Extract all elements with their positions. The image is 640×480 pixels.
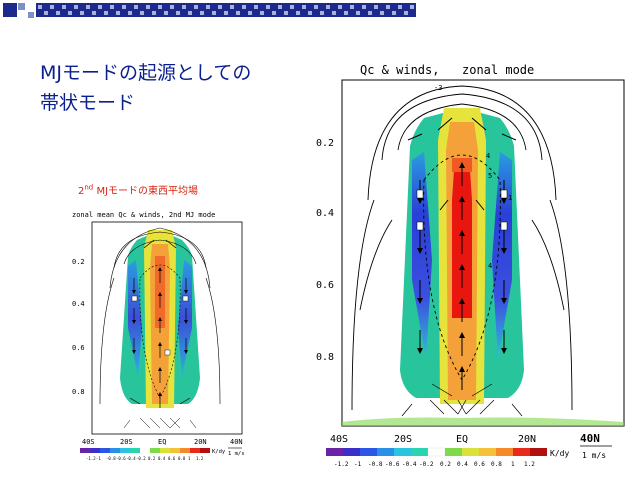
small-arrowheads bbox=[132, 267, 188, 396]
svg-text:-0.8: -0.8 bbox=[106, 456, 116, 461]
main-plot-header-left: Qc & winds, bbox=[360, 63, 439, 77]
svg-text:-0.6: -0.6 bbox=[116, 456, 126, 461]
small-y-tick: 0.8 bbox=[72, 388, 85, 396]
svg-text:0.2: 0.2 bbox=[440, 461, 451, 468]
header-checker-pattern bbox=[38, 5, 414, 15]
caption-number: 2 bbox=[78, 186, 85, 197]
small-blue-lobe-south bbox=[128, 260, 142, 376]
main-x-tick: 20S bbox=[394, 434, 412, 445]
svg-text:-1.2: -1.2 bbox=[334, 461, 349, 468]
main-x-tick: 20N bbox=[518, 434, 536, 445]
small-colorbar-labels: -1.2 -1 -0.8 -0.6 -0.4 -0.2 0.2 0.4 0.6 … bbox=[86, 456, 204, 461]
main-y-tick: 0.8 bbox=[316, 352, 334, 363]
small-y-tick: 0.4 bbox=[72, 300, 85, 308]
svg-text:-0.2: -0.2 bbox=[419, 461, 434, 468]
small-x-tick: 20N bbox=[194, 438, 207, 446]
svg-text:-0.4: -0.4 bbox=[126, 456, 136, 461]
small-x-tick: 40S bbox=[82, 438, 95, 446]
small-x-tick: 40N bbox=[230, 438, 243, 446]
svg-text:0.2: 0.2 bbox=[148, 456, 156, 461]
main-plot-header-right: zonal mode bbox=[462, 63, 534, 77]
small-ref-vector: 1 m/s bbox=[228, 451, 245, 457]
main-wind-vectors bbox=[407, 117, 517, 390]
main-x-tick: EQ bbox=[456, 434, 468, 445]
caption-text: MJモードの東西平均場 bbox=[93, 186, 199, 197]
small-x-tick: EQ bbox=[158, 438, 166, 446]
small-colorbar-unit: K/dy bbox=[212, 449, 226, 455]
small-y-tick: 0.6 bbox=[72, 344, 85, 352]
main-surface-band bbox=[342, 417, 624, 426]
svg-text:-0.6: -0.6 bbox=[385, 461, 400, 468]
small-contour-label bbox=[131, 295, 138, 302]
main-blue-lobe-south bbox=[412, 152, 432, 360]
svg-text:5: 5 bbox=[488, 172, 492, 180]
svg-text:0.4: 0.4 bbox=[457, 461, 468, 468]
slide-title-line-2: 帯状モード bbox=[40, 92, 136, 114]
small-blue-lobe-north bbox=[178, 260, 192, 376]
main-y-tick: 0.4 bbox=[316, 208, 334, 219]
svg-text:4: 4 bbox=[488, 262, 492, 270]
small-contour-label bbox=[182, 295, 189, 302]
main-ref-vector: 1 m/s bbox=[582, 451, 606, 460]
svg-text:1: 1 bbox=[508, 194, 512, 202]
accent-square-small bbox=[28, 12, 34, 18]
main-y-tick: 0.2 bbox=[316, 138, 334, 149]
main-colorbar-unit: K/dy bbox=[550, 449, 569, 458]
svg-text:-1: -1 bbox=[96, 456, 101, 461]
small-contour-label bbox=[164, 349, 171, 356]
svg-text:-0.4: -0.4 bbox=[402, 461, 417, 468]
main-blue-lobe-north bbox=[492, 152, 512, 360]
main-colorbar bbox=[326, 447, 547, 457]
svg-text:-0.8: -0.8 bbox=[368, 461, 383, 468]
header-decoration bbox=[3, 3, 416, 18]
svg-text:0.8: 0.8 bbox=[178, 456, 186, 461]
main-colorbar-labels: -1.2 -1 -0.8 -0.6 -0.4 -0.2 0.2 0.4 0.6 … bbox=[334, 461, 535, 468]
svg-text:-3: -3 bbox=[434, 84, 442, 92]
svg-text:0.6: 0.6 bbox=[474, 461, 485, 468]
main-figure: Qc & winds, zonal mode -3 4 5 4 1 1 bbox=[316, 63, 625, 468]
small-colorbar bbox=[80, 448, 210, 453]
main-bottom-vectors bbox=[401, 383, 523, 417]
svg-text:1: 1 bbox=[511, 461, 515, 468]
main-contour-boxes bbox=[416, 189, 508, 231]
svg-text:1: 1 bbox=[188, 456, 191, 461]
small-y-tick: 0.2 bbox=[72, 258, 85, 266]
accent-square-light bbox=[18, 3, 25, 10]
svg-text:0.8: 0.8 bbox=[491, 461, 502, 468]
small-contours bbox=[99, 227, 221, 405]
svg-text:-0.2: -0.2 bbox=[136, 456, 146, 461]
svg-text:-1.2: -1.2 bbox=[86, 456, 96, 461]
svg-text:1.2: 1.2 bbox=[524, 461, 535, 468]
small-wind-vectors bbox=[129, 239, 191, 408]
svg-text:4: 4 bbox=[486, 152, 490, 160]
accent-square-dark bbox=[3, 3, 17, 17]
caption-ordinal: nd bbox=[84, 183, 94, 192]
main-contours bbox=[351, 85, 573, 411]
slide-title-line-1: MJモードの起源としての bbox=[40, 62, 252, 84]
main-arrowheads bbox=[417, 162, 507, 372]
small-x-tick: 20S bbox=[120, 438, 133, 446]
small-bottom-vectors bbox=[123, 417, 197, 429]
small-plot-header: zonal mean Qc & winds, 2nd MJ mode bbox=[72, 211, 215, 219]
small-figure: zonal mean Qc & winds, 2nd MJ mode bbox=[72, 211, 245, 461]
main-x-tick: 40N bbox=[580, 432, 600, 445]
svg-text:-1: -1 bbox=[354, 461, 362, 468]
main-x-tick: 40S bbox=[330, 434, 348, 445]
svg-text:0.4: 0.4 bbox=[158, 456, 166, 461]
svg-text:0.6: 0.6 bbox=[168, 456, 176, 461]
small-plot-caption: 2nd MJモードの東西平均場 bbox=[78, 182, 198, 197]
svg-text:1.2: 1.2 bbox=[196, 456, 204, 461]
main-y-tick: 0.6 bbox=[316, 280, 334, 291]
